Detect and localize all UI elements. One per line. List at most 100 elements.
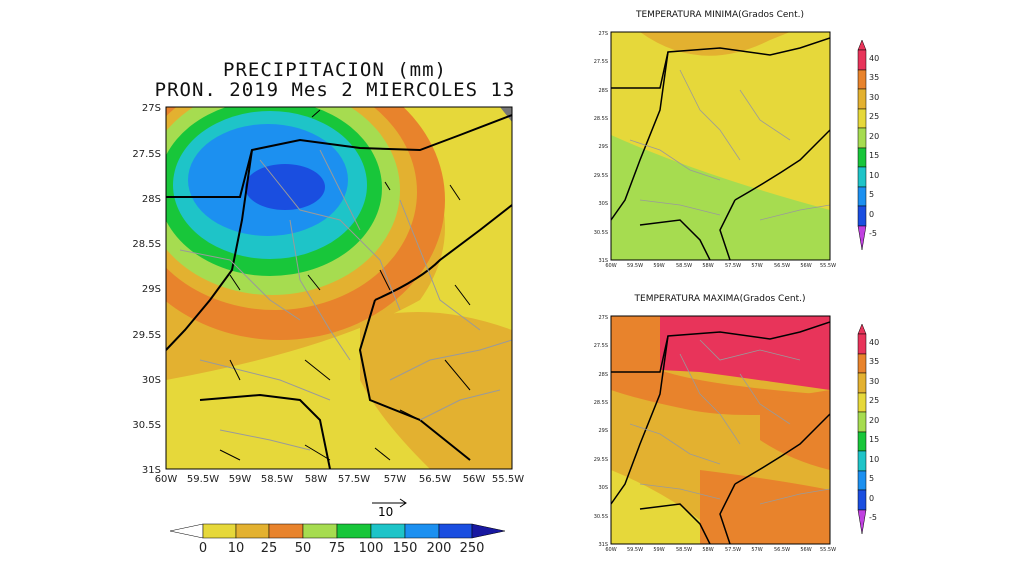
tmin-colorbar-label: 30	[869, 93, 879, 102]
tmin-colorbar-label: 35	[869, 73, 879, 82]
wind-vectors	[219, 109, 471, 461]
lat-label: 28S	[142, 194, 161, 205]
colorbar-label: 250	[460, 541, 485, 556]
lon-label: 59.5W	[187, 474, 219, 485]
tmin-lat-label: 30.5S	[594, 230, 608, 236]
tmin-lat-label: 28.5S	[594, 116, 608, 122]
tmin-lon-label: 58.5W	[676, 263, 692, 269]
tmin-lat-label: 27.5S	[594, 59, 608, 65]
tmin-lat-label: 31S	[598, 258, 608, 264]
lat-label: 27.5S	[132, 149, 161, 160]
tmax-lat-label: 27S	[598, 315, 608, 321]
tmax-lon-label: 58W	[702, 547, 713, 553]
tmax-colorbar-label: 25	[869, 396, 879, 405]
colorbar-label: 75	[329, 541, 346, 556]
tmin-lon-label: 57W	[751, 263, 762, 269]
tmin-lon-label: 57.5W	[725, 263, 741, 269]
lon-label: 57W	[384, 474, 407, 485]
precip-field	[166, 107, 512, 469]
tmin-colorbar-label: 20	[869, 132, 879, 141]
precip-borders	[166, 114, 512, 469]
lon-label: 60W	[155, 474, 178, 485]
tmax-lat-label: 30.5S	[594, 514, 608, 520]
colorbar-label: 25	[261, 541, 278, 556]
vector-reference-label: 10	[378, 505, 393, 519]
tmin-colorbar-label: 15	[869, 151, 879, 160]
tmax-lat-label: 29.5S	[594, 457, 608, 463]
tmin-lat-label: 28S	[598, 88, 608, 94]
lon-label: 56.5W	[419, 474, 451, 485]
tmax-lon-label: 58.5W	[676, 547, 692, 553]
tmax-lat-label: 29S	[598, 428, 608, 434]
tmin-colorbar-label: 25	[869, 112, 879, 121]
precip-colorbar	[169, 523, 506, 539]
tmax-colorbar-label: 0	[869, 494, 874, 503]
tmin-lat-label: 30S	[598, 201, 608, 207]
colorbar-label: 200	[427, 541, 452, 556]
tmax-colorbar-label: 5	[869, 474, 874, 483]
vector-reference-arrow	[372, 498, 407, 508]
lat-label: 30.5S	[132, 420, 161, 431]
tmin-colorbar-label: 0	[869, 210, 874, 219]
lon-label: 58W	[305, 474, 328, 485]
tmin-lon-label: 60W	[605, 263, 616, 269]
tmin-lon-label: 55.5W	[820, 263, 836, 269]
tmax-lon-label: 56W	[800, 547, 811, 553]
lon-label: 55.5W	[492, 474, 524, 485]
tmin-lat-label: 29S	[598, 144, 608, 150]
tmax-lon-label: 59.5W	[627, 547, 643, 553]
tmax-lat-label: 28.5S	[594, 400, 608, 406]
tmax-lon-label: 60W	[605, 547, 616, 553]
tmin-colorbar-label: 5	[869, 190, 874, 199]
tmin-lon-label: 56.5W	[774, 263, 790, 269]
lon-label: 56W	[463, 474, 486, 485]
tmax-lon-label: 55.5W	[820, 547, 836, 553]
tmin-borders	[611, 37, 830, 260]
lon-label: 57.5W	[338, 474, 370, 485]
tmax-lat-label: 31S	[598, 542, 608, 548]
tmin-lon-label: 58W	[702, 263, 713, 269]
tmin-colorbar-label: 10	[869, 171, 879, 180]
lon-label: 59W	[229, 474, 252, 485]
tmax-colorbar-label: 40	[869, 338, 879, 347]
tmin-field	[611, 32, 830, 260]
tmin-colorbar-label: -5	[869, 229, 877, 238]
lat-label: 30S	[142, 375, 161, 386]
tmax-lat-label: 27.5S	[594, 343, 608, 349]
tmax-colorbar-label: 20	[869, 416, 879, 425]
tmax-colorbar-label: 35	[869, 357, 879, 366]
colorbar-label: 10	[228, 541, 245, 556]
colorbar-label: 100	[359, 541, 384, 556]
tmax-colorbar-label: 15	[869, 435, 879, 444]
lat-label: 31S	[142, 465, 161, 476]
tmax-lat-label: 30S	[598, 485, 608, 491]
tmin-lat-label: 27S	[598, 31, 608, 37]
tmax-title: TEMPERATURA MAXIMA(Grados Cent.)	[634, 294, 806, 304]
tmax-colorbar	[857, 323, 867, 535]
precip-title: PRECIPITACION (mm)	[223, 59, 447, 81]
tmax-lon-label: 57.5W	[725, 547, 741, 553]
tmax-colorbar-label: -5	[869, 513, 877, 522]
tmax-colorbar-label: 30	[869, 377, 879, 386]
precip-subtitle: PRON. 2019 Mes 2 MIERCOLES 13	[154, 79, 516, 101]
tmin-lon-label: 56W	[800, 263, 811, 269]
lat-label: 28.5S	[132, 239, 161, 250]
lat-label: 29S	[142, 284, 161, 295]
tmin-colorbar-label: 40	[869, 54, 879, 63]
tmax-lon-label: 59W	[653, 547, 664, 553]
tmin-lon-label: 59.5W	[627, 263, 643, 269]
tmax-lat-label: 28S	[598, 372, 608, 378]
tmax-borders	[611, 321, 830, 544]
tmax-lon-label: 57W	[751, 547, 762, 553]
tmin-lon-label: 59W	[653, 263, 664, 269]
colorbar-label: 150	[393, 541, 418, 556]
lat-label: 27S	[142, 103, 161, 114]
tmax-lon-label: 56.5W	[774, 547, 790, 553]
tmax-field	[611, 316, 830, 544]
lon-label: 58.5W	[261, 474, 293, 485]
colorbar-label: 0	[199, 541, 207, 556]
tmin-title: TEMPERATURA MINIMA(Grados Cent.)	[635, 10, 804, 20]
tmax-colorbar-label: 10	[869, 455, 879, 464]
tmin-lat-label: 29.5S	[594, 173, 608, 179]
